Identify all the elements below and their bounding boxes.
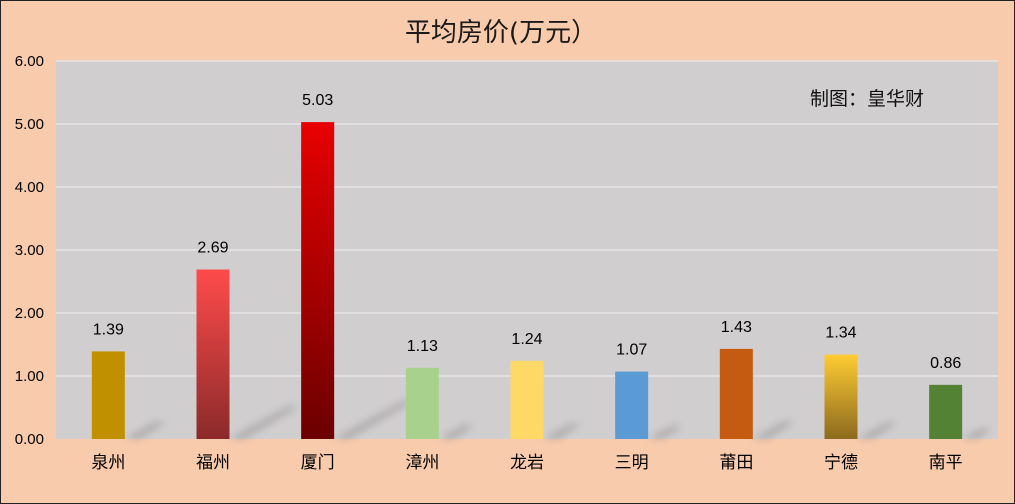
data-label: 1.07 xyxy=(616,342,647,359)
bar-0 xyxy=(91,351,125,439)
bar-shadow xyxy=(962,428,992,439)
x-axis-categories: 泉州 福州 厦门 漳州 龙岩 三明 莆田 宁德 南平 xyxy=(91,453,962,473)
bar-shadow xyxy=(857,422,898,439)
x-category-label: 厦门 xyxy=(301,453,335,473)
bar-shadow xyxy=(438,425,474,439)
bar-shadow xyxy=(543,423,581,439)
data-label: 1.13 xyxy=(407,338,438,355)
bars xyxy=(91,122,963,440)
y-axis-ticks: 0.00 1.00 2.00 3.00 4.00 5.00 6.00 xyxy=(15,53,44,448)
bar-shadow xyxy=(124,422,166,439)
y-tick-label: 4.00 xyxy=(15,179,44,196)
bar-3 xyxy=(405,367,439,439)
bar-shadow xyxy=(752,421,795,439)
x-category-label: 漳州 xyxy=(405,453,439,473)
x-category-label: 福州 xyxy=(196,453,230,473)
chart-title: 平均房价(万元） xyxy=(405,18,597,48)
bar-shadow xyxy=(229,406,299,439)
x-category-label: 泉州 xyxy=(91,453,125,473)
data-label: 1.24 xyxy=(511,331,542,348)
y-tick-label: 5.00 xyxy=(15,116,44,133)
data-label: 1.34 xyxy=(825,325,856,342)
bar-5 xyxy=(615,371,649,439)
bar-6 xyxy=(719,348,753,439)
data-label: 1.43 xyxy=(721,319,752,336)
data-label: 0.86 xyxy=(930,355,961,372)
data-label: 2.69 xyxy=(197,240,228,257)
x-category-label: 龙岩 xyxy=(510,453,544,473)
y-tick-label: 0.00 xyxy=(15,431,44,448)
bar-shadows xyxy=(124,400,992,439)
bar-7 xyxy=(824,354,858,439)
chart-credit: 制图：皇华财 xyxy=(810,88,924,110)
y-tick-label: 2.00 xyxy=(15,305,44,322)
x-category-label: 三明 xyxy=(615,453,649,473)
y-tick-label: 1.00 xyxy=(15,368,44,385)
bar-4 xyxy=(510,360,544,439)
data-label: 5.03 xyxy=(302,92,333,109)
bar-8 xyxy=(929,384,963,439)
data-labels: 1.39 2.69 5.03 1.13 1.24 1.07 1.43 1.34 0.86 xyxy=(93,92,962,372)
bar-shadow xyxy=(334,400,415,439)
x-category-label: 宁德 xyxy=(824,453,858,473)
x-category-label: 莆田 xyxy=(719,453,753,473)
bar-1 xyxy=(196,269,230,439)
data-label: 1.39 xyxy=(93,321,124,338)
y-tick-label: 6.00 xyxy=(15,53,44,70)
bar-shadow xyxy=(648,426,682,439)
bar-2 xyxy=(301,122,335,440)
x-category-label: 南平 xyxy=(929,453,963,473)
y-tick-label: 3.00 xyxy=(15,242,44,259)
